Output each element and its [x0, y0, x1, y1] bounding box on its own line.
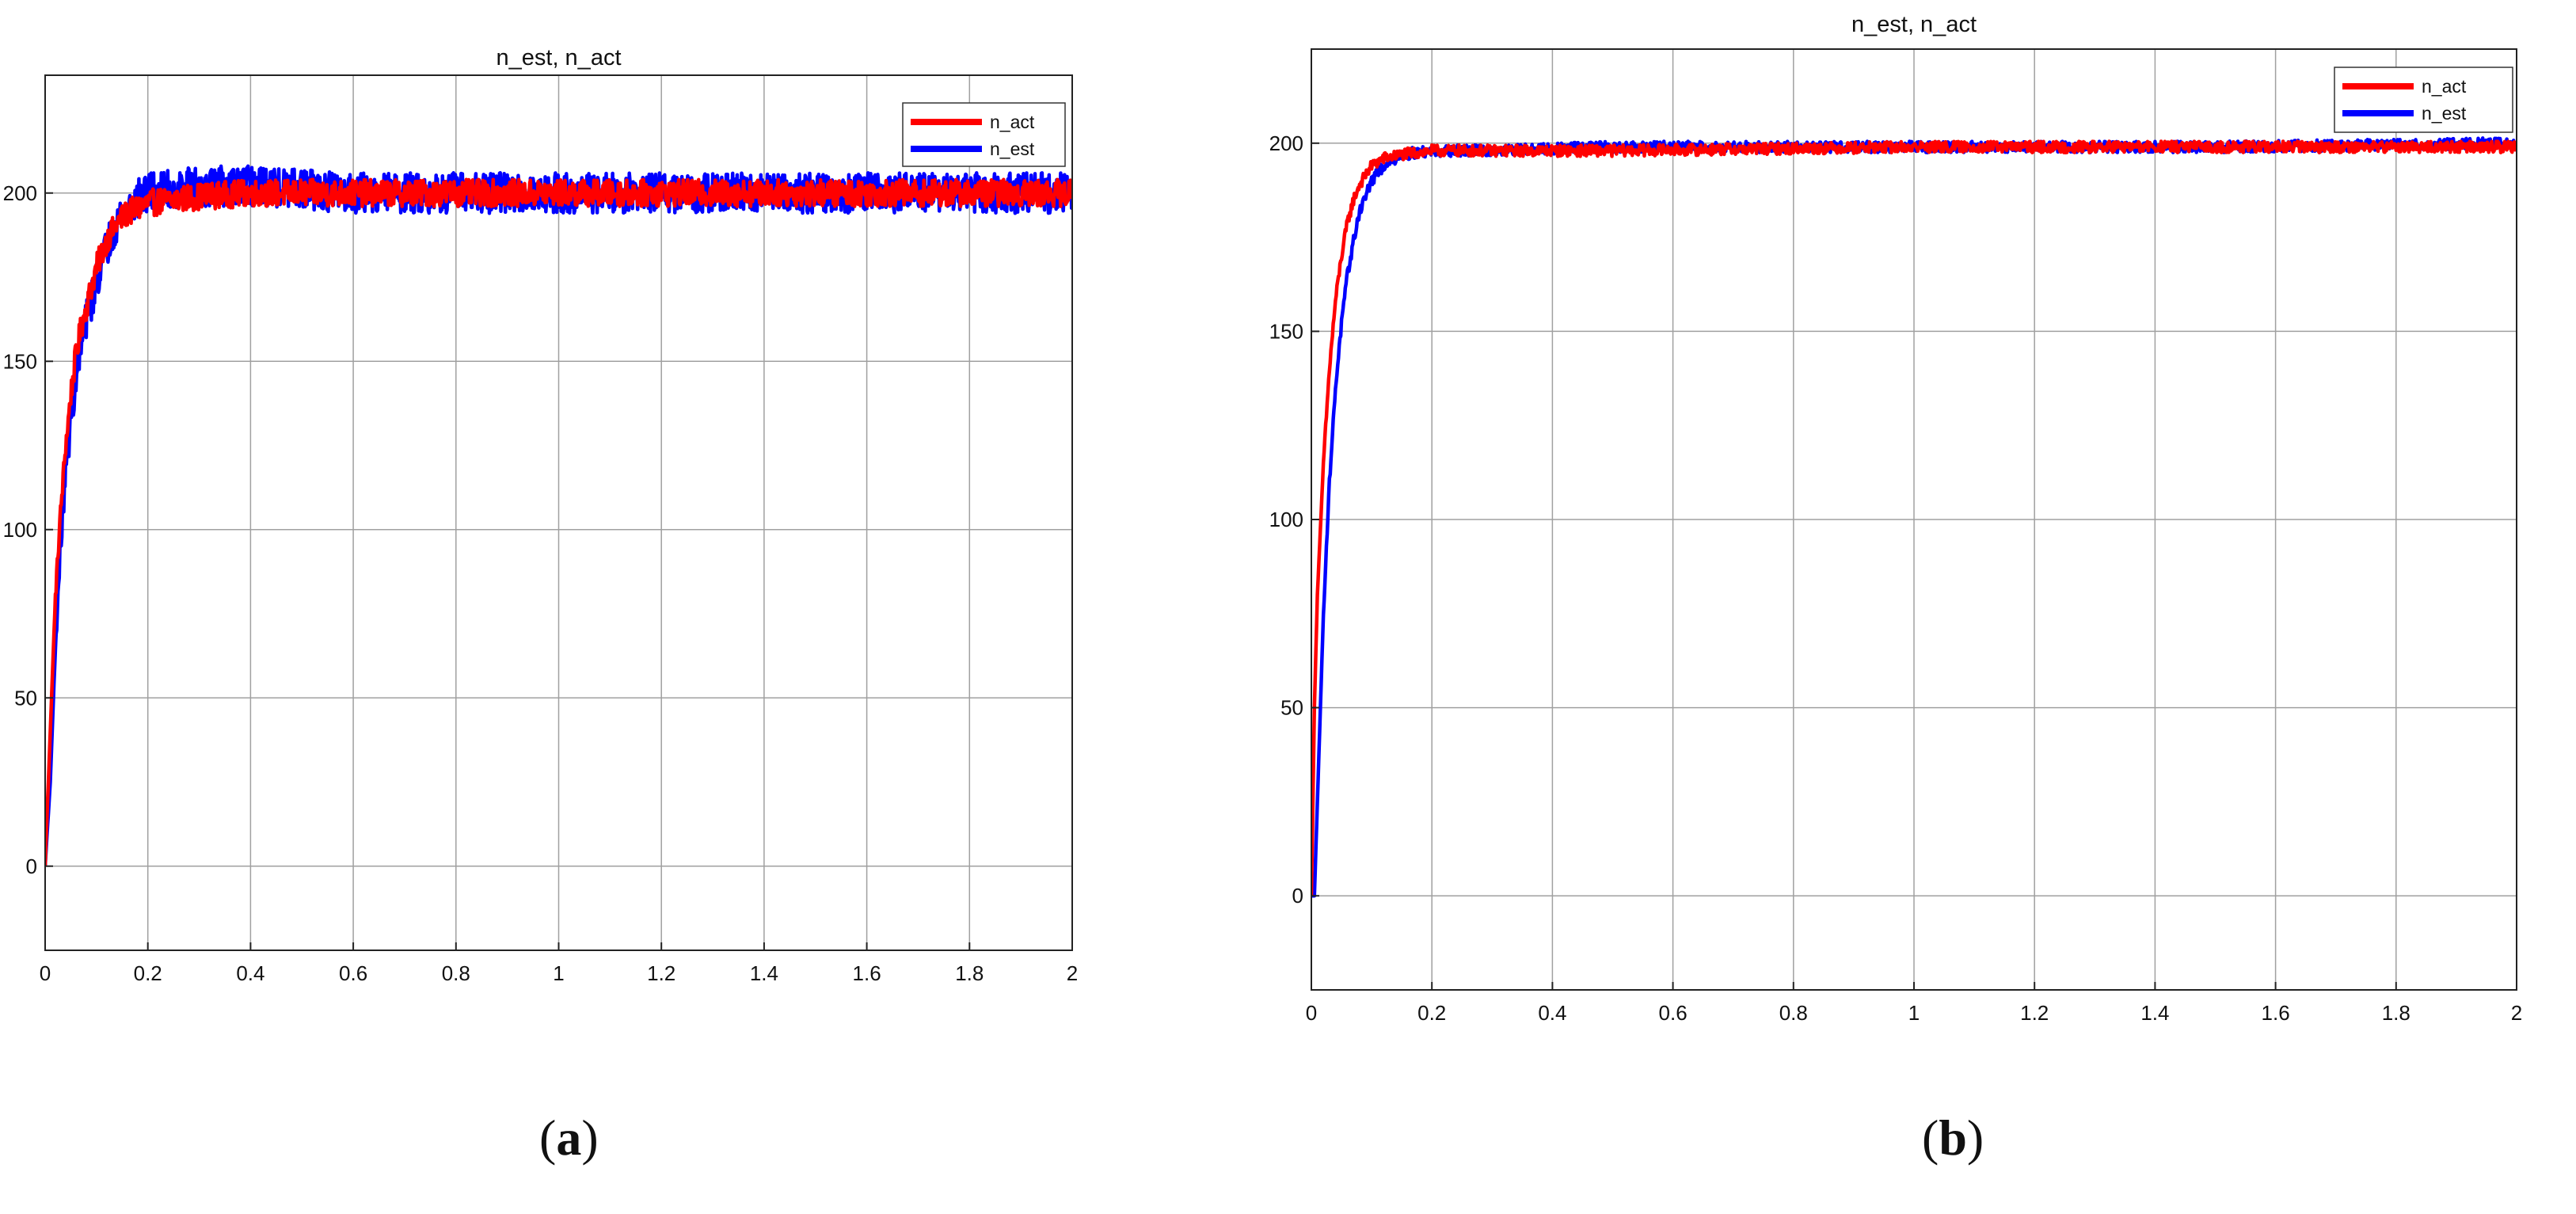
x-tick-label: 0.8 [442, 961, 470, 985]
x-tick-label: 0.4 [236, 961, 264, 985]
y-tick-label: 150 [3, 349, 37, 373]
x-tick-label: 2 [1067, 961, 1078, 985]
chart-title: n_est, n_act [497, 45, 622, 70]
x-tick-label: 1.4 [2140, 1001, 2169, 1025]
x-tick-label: 2 [2511, 1001, 2522, 1025]
legend-label-n_est: n_est [2422, 103, 2467, 124]
series-line-n_act [45, 177, 1072, 866]
x-tick-label: 1.2 [2020, 1001, 2049, 1025]
x-tick-label: 1.2 [647, 961, 675, 985]
x-tick-label: 0.4 [1538, 1001, 1566, 1025]
x-tick-label: 0 [1306, 1001, 1317, 1025]
legend: n_act n_est [2334, 67, 2513, 133]
x-tick-label: 1.8 [2382, 1001, 2410, 1025]
x-tick-label: 1 [1908, 1001, 1920, 1025]
x-tick-label: 0.8 [1779, 1001, 1808, 1025]
y-tick-label: 0 [26, 854, 37, 878]
y-tick-label: 50 [1280, 696, 1303, 720]
y-tick-label: 150 [1269, 319, 1303, 343]
legend-label-n_act: n_act [990, 112, 1035, 132]
legend: n_act n_est [902, 102, 1066, 167]
legend-label-n_act: n_act [2422, 76, 2467, 97]
panel-label-b: (b) [1922, 1109, 1984, 1166]
y-tick-label: 100 [1269, 508, 1303, 531]
x-tick-label: 1.4 [750, 961, 778, 985]
x-tick-label: 0.2 [134, 961, 162, 985]
y-tick-label: 200 [1269, 131, 1303, 155]
y-tick-label: 100 [3, 518, 37, 542]
legend-box [2334, 67, 2513, 133]
chart-b-svg: 0 0.2 0.4 0.6 0.8 1 1.2 1.4 1.6 1.8 2 0 50 100 150 200 n… [1269, 12, 2523, 1025]
x-tick-label: 0.6 [339, 961, 367, 985]
x-tick-label: 1.6 [853, 961, 881, 985]
series-group [1311, 136, 2517, 898]
x-tick-label: 0.6 [1659, 1001, 1688, 1025]
x-tick-label: 0 [40, 961, 51, 985]
chart-a-svg: 0 0.2 0.4 0.6 0.8 1 1.2 1.4 1.6 1.8 2 0 50 100 150 200 n… [3, 45, 1079, 985]
y-tick-label: 0 [1292, 884, 1303, 908]
series-group [45, 164, 1072, 866]
y-tick-label: 200 [3, 181, 37, 205]
chart-panel-b: 0 0.2 0.4 0.6 0.8 1 1.2 1.4 1.6 1.8 2 0 50 100 150 200 n… [1269, 0, 2576, 1214]
chart-title: n_est, n_act [1851, 12, 1977, 37]
chart-panel-a: 0 0.2 0.4 0.6 0.8 1 1.2 1.4 1.6 1.8 2 0 50 100 150 200 n… [3, 45, 1079, 1166]
panel-label-a: (a) [539, 1109, 599, 1166]
legend-label-n_est: n_est [990, 139, 1035, 159]
y-tick-label: 50 [14, 686, 37, 710]
x-tick-label: 1 [553, 961, 564, 985]
x-tick-label: 1.6 [2262, 1001, 2290, 1025]
x-tick-label: 1.8 [955, 961, 984, 985]
x-tick-label: 0.2 [1417, 1001, 1446, 1025]
legend-box [902, 102, 1066, 167]
series-line-n_act [1311, 139, 2517, 896]
